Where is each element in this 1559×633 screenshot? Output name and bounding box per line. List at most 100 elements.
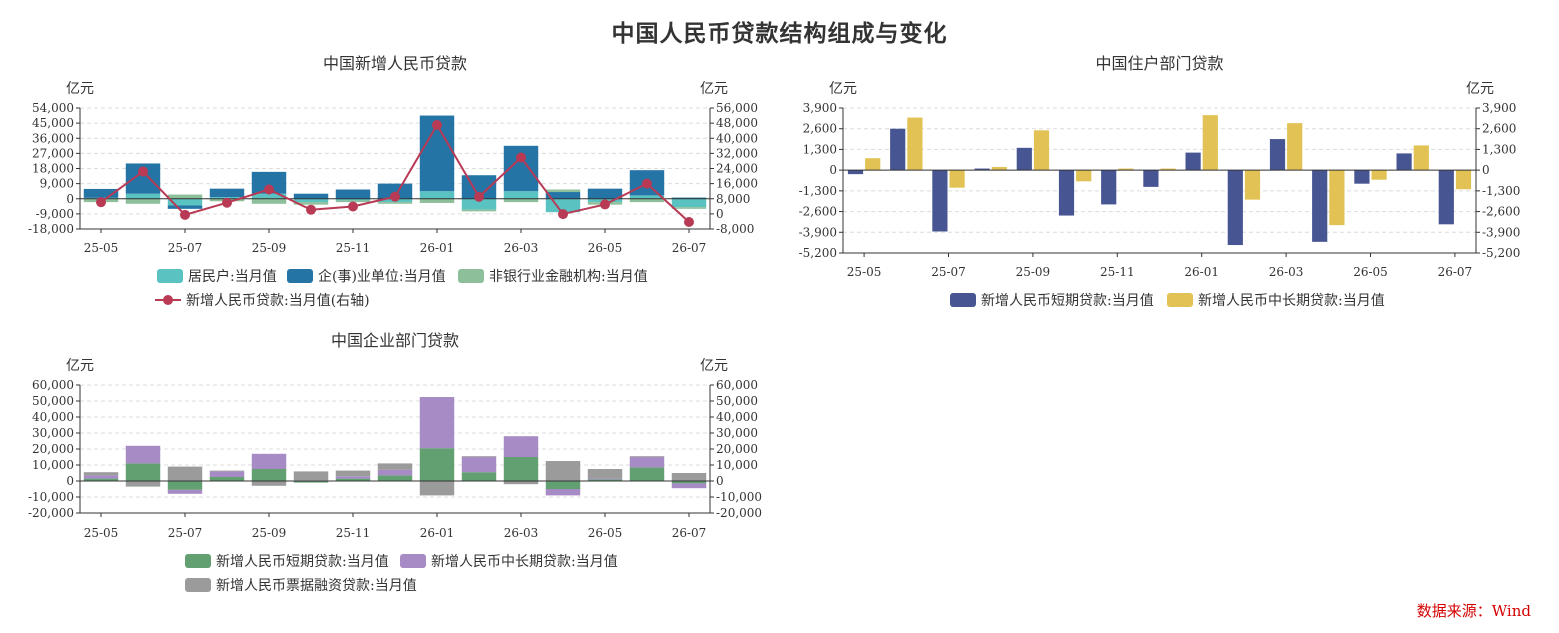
y-tick-label-right: 40,000 [716, 410, 758, 424]
x-tick-label: 26-03 [504, 241, 539, 255]
legend-label: 新增人民币中长期贷款:当月值 [1198, 293, 1385, 309]
bar [293, 193, 329, 199]
bar [1329, 170, 1345, 226]
chart-title: 中国新增人民币贷款 [323, 54, 467, 73]
legend-swatch [185, 578, 211, 592]
bar [629, 195, 665, 199]
bar [1160, 168, 1176, 171]
bar [167, 194, 203, 199]
bar [83, 472, 119, 476]
bar [587, 479, 623, 481]
bar [461, 209, 497, 212]
bar [629, 456, 665, 457]
bar [293, 202, 329, 205]
bar [545, 489, 581, 496]
line-point [390, 191, 400, 202]
x-tick-label: 25-05 [84, 526, 119, 540]
bar [907, 117, 923, 171]
bar [1396, 153, 1412, 171]
bar [503, 436, 539, 457]
bar [335, 200, 371, 203]
y-tick-label-left: 9,000 [40, 177, 74, 191]
bar [1455, 170, 1472, 190]
bar [251, 469, 287, 481]
bar [335, 189, 371, 199]
y-tick-label-left: 0 [66, 474, 74, 488]
bar [503, 198, 539, 203]
line-point [306, 204, 316, 215]
x-tick-label: 25-11 [1100, 265, 1135, 279]
legend-swatch [287, 269, 313, 283]
bar [932, 170, 948, 232]
y-tick-label-right: 20,000 [716, 442, 758, 456]
bar [377, 202, 413, 204]
y-tick-label-right: 48,000 [716, 116, 758, 130]
legend-marker-icon [163, 295, 173, 305]
bar [461, 198, 497, 210]
y-tick-label-right: -1,300 [1482, 184, 1520, 198]
bar [335, 198, 371, 201]
y-tick-label-left: -1,300 [799, 184, 837, 198]
line-point [600, 199, 610, 210]
y-unit-right: 亿元 [1466, 81, 1494, 97]
x-tick-label: 26-05 [1353, 265, 1388, 279]
bar [1118, 168, 1134, 171]
bar [335, 470, 371, 477]
x-tick-label: 25-05 [84, 241, 119, 255]
line-point [432, 120, 442, 131]
bar [671, 481, 707, 484]
bar [167, 481, 203, 490]
x-tick-label: 25-09 [1016, 265, 1051, 279]
y-tick-label-right: 1,300 [1482, 142, 1516, 156]
x-tick-label: 26-07 [672, 241, 707, 255]
x-tick-label: 25-09 [252, 241, 287, 255]
line-point [96, 197, 106, 208]
bar [1354, 170, 1370, 184]
y-tick-label-left: 3,900 [803, 101, 837, 115]
y-tick-label-right: 0 [1482, 163, 1490, 177]
y-tick-label-right: 0 [716, 207, 724, 221]
line-point [222, 197, 232, 208]
y-tick-label-right: -2,600 [1482, 205, 1520, 219]
line-point [264, 184, 274, 195]
bar [83, 188, 119, 198]
bar [545, 192, 581, 199]
bar [1287, 123, 1303, 171]
bar [377, 463, 413, 470]
bar [251, 171, 287, 194]
y-tick-label-right: 40,000 [716, 131, 758, 145]
bar [461, 457, 497, 473]
y-tick-label-right: 8,000 [716, 192, 750, 206]
bar [587, 469, 623, 479]
y-tick-label-left: -10,000 [28, 490, 74, 504]
bar [419, 397, 455, 449]
y-tick-label-left: 18,000 [32, 162, 74, 176]
y-unit-right: 亿元 [700, 81, 728, 97]
bar [1413, 145, 1429, 171]
bar [1101, 170, 1117, 205]
bar [251, 453, 287, 469]
bar [419, 198, 455, 203]
y-tick-label-right: 10,000 [716, 458, 758, 472]
legend-swatch [400, 554, 426, 568]
line-point [474, 191, 484, 202]
y-tick-label-right: 2,600 [1482, 122, 1516, 136]
legend-label: 新增人民币贷款:当月值(右轴) [186, 293, 370, 309]
bar [1312, 170, 1328, 242]
bar [419, 481, 455, 496]
bar [1076, 170, 1092, 182]
y-tick-label-right: 0 [716, 474, 724, 488]
chart-title: 中国住户部门贷款 [1095, 54, 1223, 73]
bar [293, 471, 329, 481]
bar [209, 477, 245, 481]
bar [167, 205, 203, 209]
legend-label: 新增人民币短期贷款:当月值 [981, 293, 1154, 309]
bar [1244, 170, 1261, 200]
legend-label: 新增人民币短期贷款:当月值 [216, 554, 389, 570]
bar [377, 475, 413, 481]
y-tick-label-right: -5,200 [1482, 246, 1520, 260]
bar [1269, 139, 1286, 171]
y-tick-label-left: -2,600 [799, 205, 837, 219]
